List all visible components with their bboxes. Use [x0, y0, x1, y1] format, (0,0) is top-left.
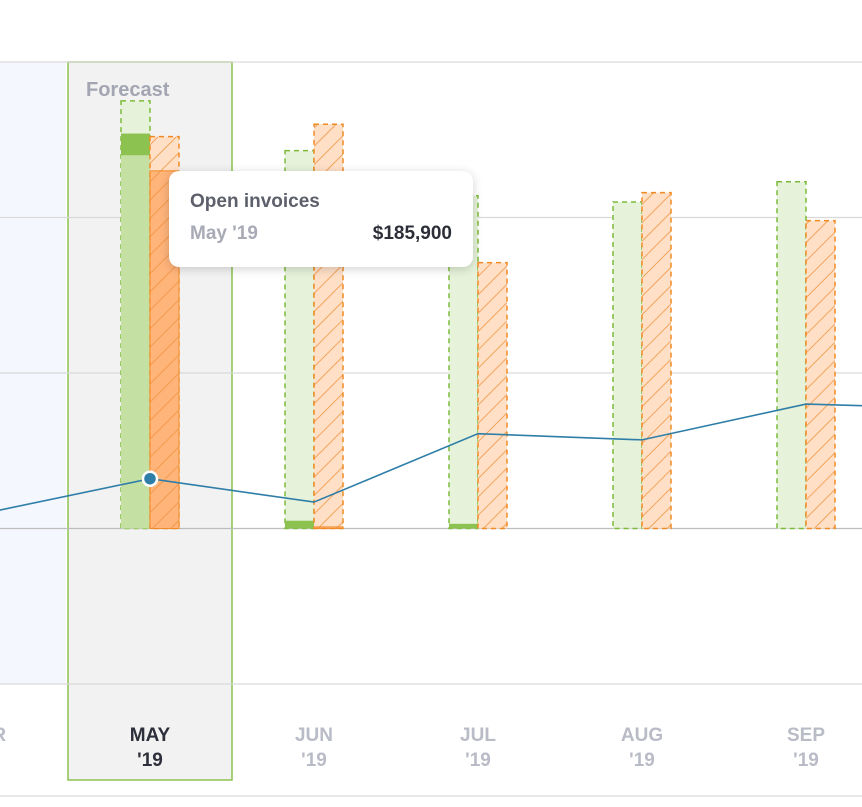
green-actual-bar — [121, 155, 150, 529]
x-tick-year: '19 — [301, 750, 327, 771]
x-tick-year: '19 — [465, 750, 491, 771]
trend-point-selected — [141, 470, 159, 487]
x-tick-year: '19 — [793, 750, 819, 771]
orange-forecast-bar — [641, 191, 672, 530]
green-actual-bar — [285, 520, 314, 529]
orange-actual-bar — [313, 526, 344, 530]
x-tick-month: APR — [0, 725, 6, 746]
x-tick-month: AUG — [621, 725, 663, 746]
green-forecast-bar — [612, 201, 643, 530]
tooltip-value: $185,900 — [372, 223, 452, 244]
tooltip-row: May '19 $185,900 — [190, 223, 452, 245]
x-tick-month: SEP — [787, 725, 825, 746]
x-tick-year: '19 — [629, 750, 655, 771]
orange-forecast-bar — [805, 219, 836, 530]
forecast-label: Forecast — [86, 79, 170, 101]
tooltip-date: May '19 — [190, 223, 258, 244]
x-tick-month: JUN — [295, 725, 333, 746]
tooltip-title: Open invoices — [190, 191, 320, 212]
x-tick-month: JUL — [460, 725, 496, 746]
chart-tooltip: Open invoices May '19 $185,900 — [169, 171, 473, 267]
green-forecast-bar — [776, 180, 807, 530]
x-tick-year: '19 — [137, 750, 163, 771]
orange-forecast-bar — [477, 261, 508, 530]
x-tick-month: MAY — [130, 725, 171, 746]
green-increment-bar — [121, 133, 150, 156]
green-actual-bar — [449, 523, 478, 529]
